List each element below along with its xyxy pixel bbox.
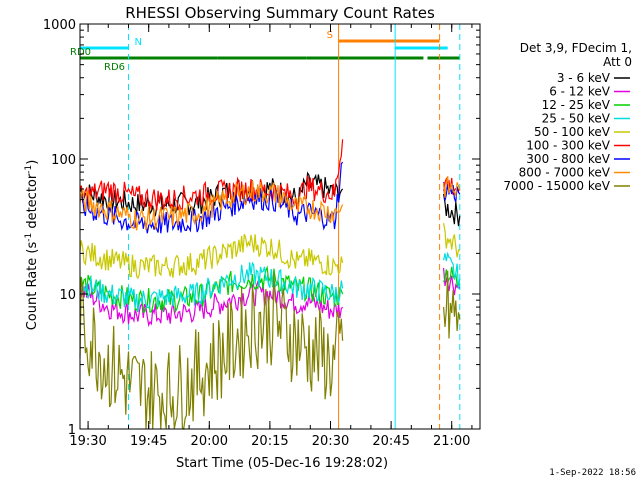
series-line	[443, 270, 461, 339]
series-line	[79, 180, 344, 231]
legend-label: 50 - 100 keV	[534, 125, 611, 139]
flag-s-label: S	[327, 30, 333, 41]
series-line	[79, 280, 344, 328]
footer-timestamp: 1-Sep-2022 18:56	[549, 468, 636, 478]
series-line	[443, 251, 461, 289]
flag-rd0-label: RD0	[70, 47, 91, 58]
x-tick-label: 20:30	[312, 434, 349, 449]
y-tick-label: 1000	[43, 18, 76, 33]
y-tick-label: 1	[68, 423, 76, 438]
legend-label: 12 - 25 keV	[542, 98, 611, 112]
legend-header-line-1: Det 3,9, FDecim 1,	[520, 41, 632, 55]
series-line	[79, 273, 344, 431]
x-axis-label: Start Time (05-Dec-16 19:28:02)	[176, 456, 388, 471]
series-line	[443, 222, 461, 258]
y-tick-label: 100	[51, 153, 76, 168]
series-line	[443, 266, 461, 289]
series-line	[79, 261, 344, 312]
legend-label: 100 - 300 keV	[526, 139, 610, 153]
y-axis-label: Count Rate (s-1 detector-1)	[24, 160, 40, 331]
y-tick-label: 10	[59, 288, 76, 303]
legend-label: 800 - 7000 keV	[519, 166, 611, 180]
x-tick-label: 20:15	[251, 434, 288, 449]
series-line	[443, 193, 461, 227]
legend-label: 3 - 6 keV	[557, 71, 611, 85]
chart-title: RHESSI Observing Summary Count Rates	[125, 4, 435, 22]
legend-label: 300 - 800 keV	[526, 152, 610, 166]
x-tick-label: 20:45	[372, 434, 409, 449]
series-line	[79, 233, 344, 280]
legend-label: 7000 - 15000 keV	[503, 179, 610, 193]
x-tick-label: 20:00	[191, 434, 228, 449]
plot-frame	[79, 23, 481, 430]
series-line	[443, 176, 461, 198]
flag-n-label: N	[134, 37, 141, 48]
x-tick-label: 21:00	[433, 434, 470, 449]
flag-rd6-label: RD6	[104, 62, 125, 73]
x-tick-label: 19:30	[69, 434, 106, 449]
legend-label: 6 - 12 keV	[549, 85, 611, 99]
series-line	[443, 267, 461, 296]
legend-label: 25 - 50 keV	[542, 112, 611, 126]
legend-header-line-2: Att 0	[603, 55, 632, 69]
x-tick-label: 19:45	[130, 434, 167, 449]
